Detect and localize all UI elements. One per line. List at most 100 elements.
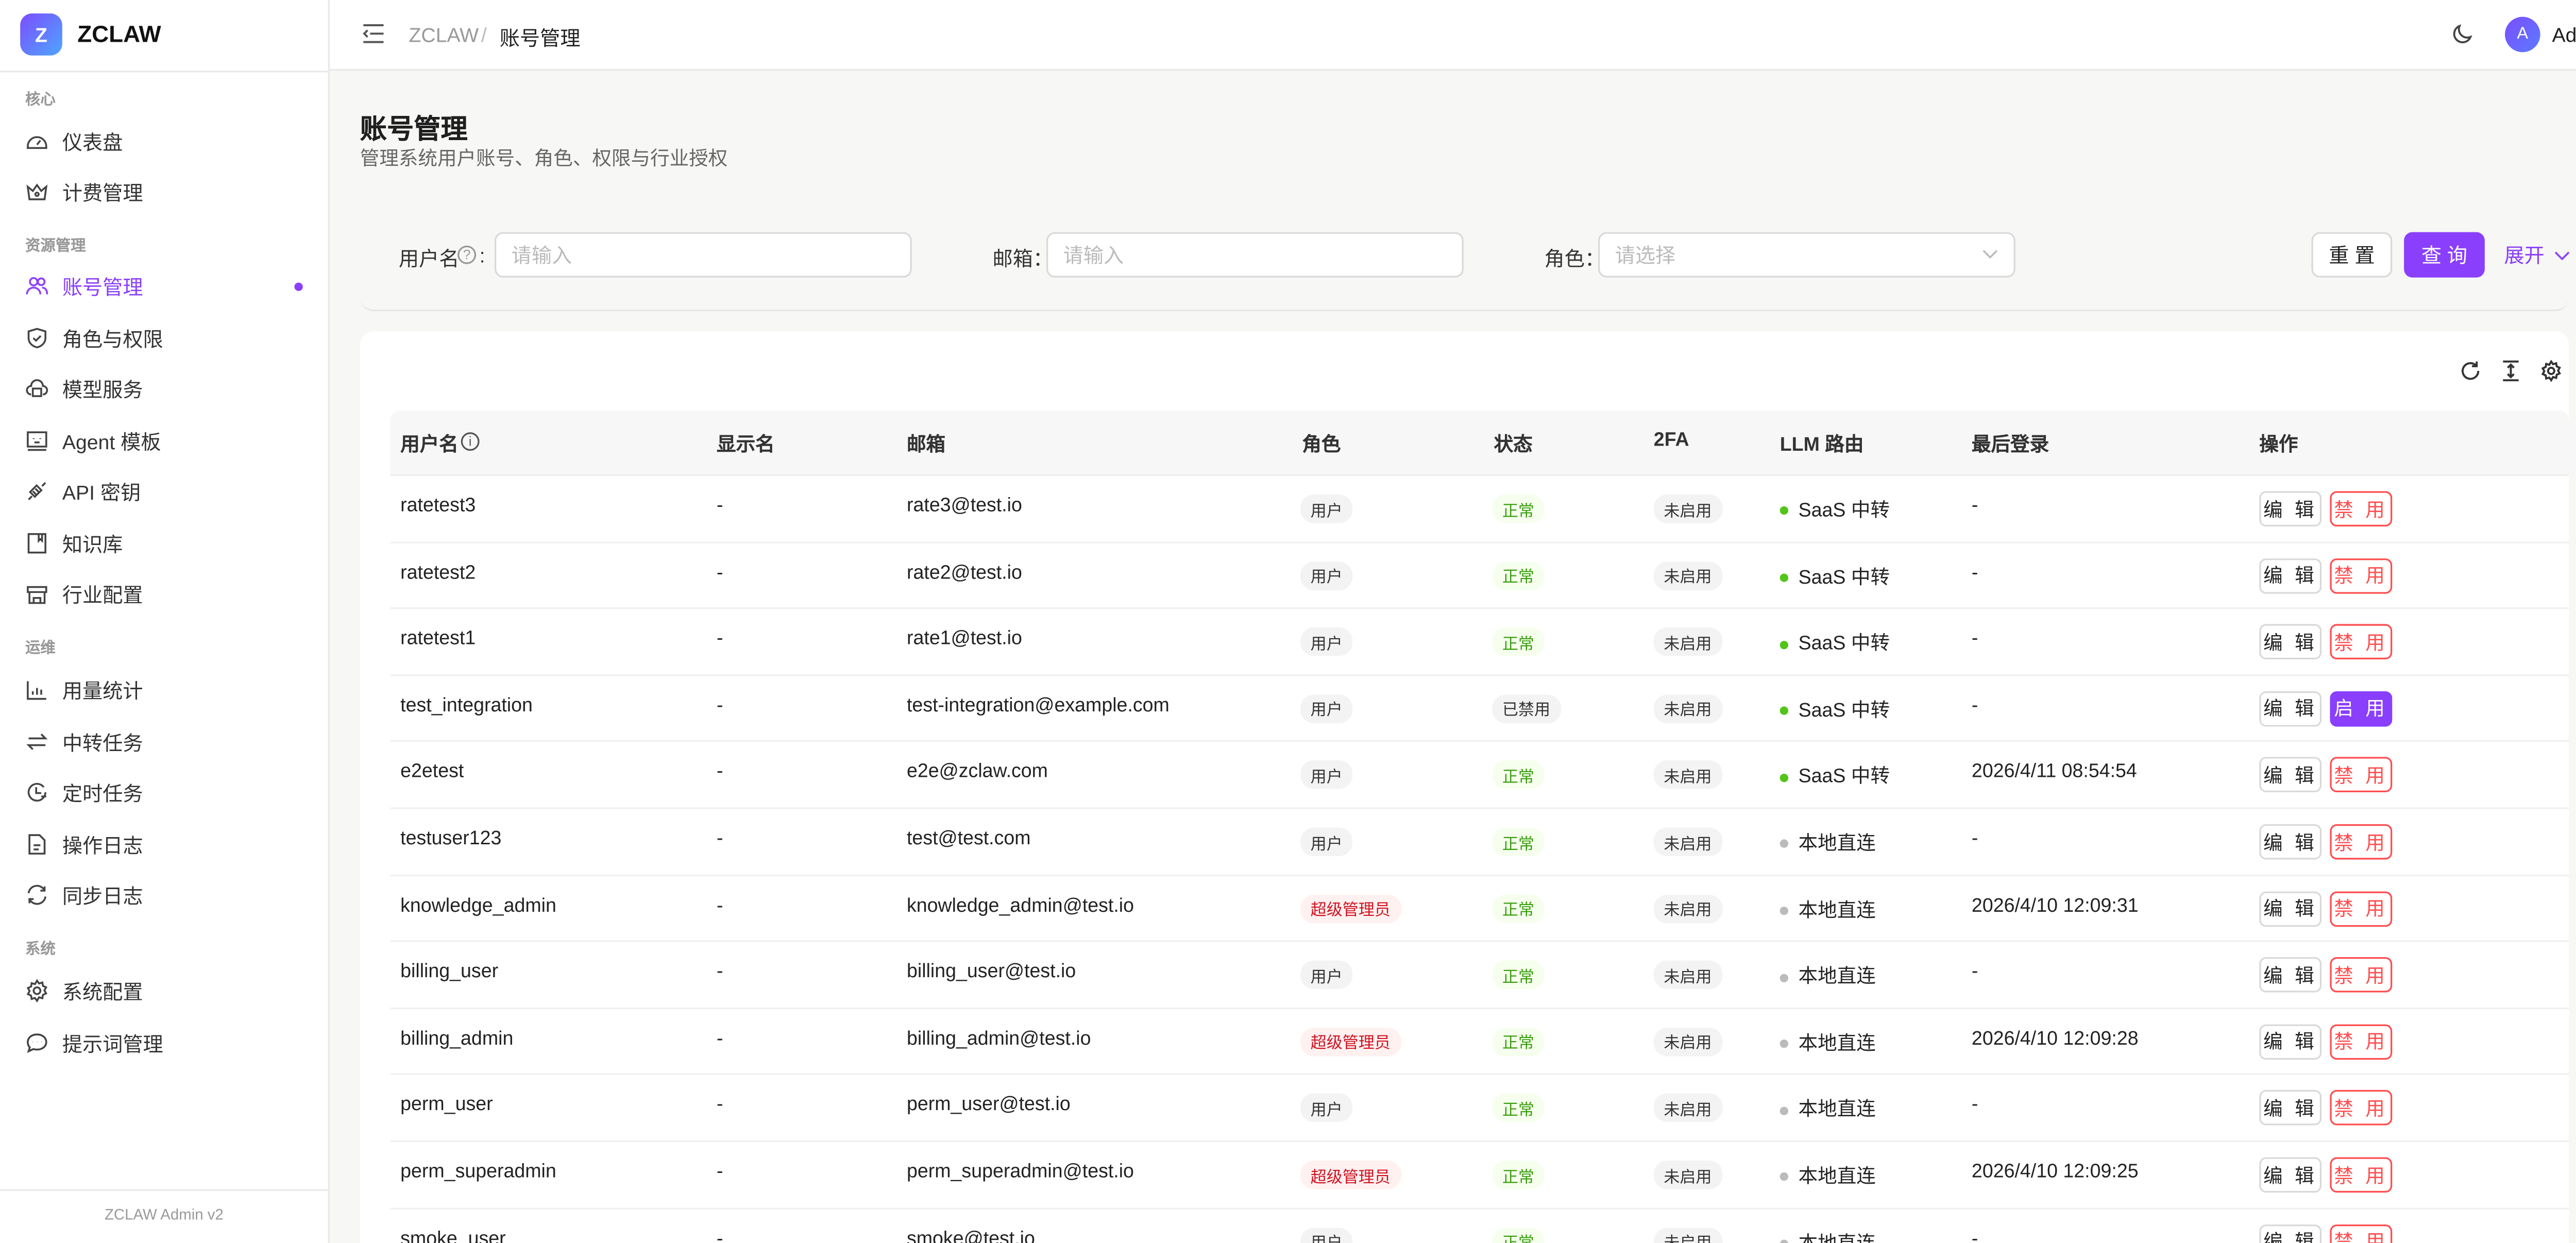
- username-cell: test_integration: [400, 696, 533, 717]
- edit-button[interactable]: 编 辑: [2259, 624, 2322, 660]
- table-row: smoke_user - smoke@test.io 用户 正常 未启用 本地直…: [391, 1208, 2569, 1243]
- refresh-icon[interactable]: [2460, 360, 2481, 382]
- email-cell: billing_user@test.io: [906, 962, 1076, 983]
- email-cell: rate3@test.io: [906, 496, 1022, 517]
- disable-button[interactable]: 禁 用: [2330, 1091, 2393, 1126]
- disable-button[interactable]: 禁 用: [2330, 824, 2393, 860]
- expand-label: 展开: [2504, 244, 2545, 268]
- last-login-cell: 2026/4/10 12:09:31: [1971, 896, 2139, 916]
- route-status-dot: [1780, 907, 1789, 915]
- sidebar-item[interactable]: 行业配置: [0, 570, 328, 617]
- density-icon[interactable]: [2500, 360, 2521, 382]
- role-badge: 用户: [1300, 827, 1353, 857]
- disable-button[interactable]: 禁 用: [2330, 1223, 2393, 1243]
- 2fa-badge: 未启用: [1653, 561, 1722, 590]
- sidebar-item[interactable]: 提示词管理: [0, 1019, 328, 1066]
- edit-button[interactable]: 编 辑: [2259, 957, 2322, 993]
- query-button[interactable]: 查 询: [2404, 232, 2485, 278]
- table-card: [360, 331, 2569, 1243]
- status-badge: 正常: [1492, 761, 1545, 790]
- table-header: [390, 410, 2569, 476]
- status-badge: 正常: [1492, 827, 1545, 857]
- collapse-menu-icon[interactable]: [362, 22, 385, 45]
- route-label: 本地直连: [1798, 967, 1876, 988]
- disable-button[interactable]: 禁 用: [2330, 491, 2393, 527]
- enable-button[interactable]: 启 用: [2330, 691, 2393, 726]
- edit-button[interactable]: 编 辑: [2259, 491, 2322, 527]
- edit-button[interactable]: 编 辑: [2259, 1091, 2322, 1126]
- last-login-cell: -: [1971, 496, 1978, 517]
- username-colon: :: [479, 244, 485, 268]
- username-input[interactable]: 请输入: [494, 232, 912, 278]
- route-label: SaaS 中转: [1798, 768, 1890, 788]
- sidebar-item[interactable]: 同步日志: [0, 871, 328, 918]
- edit-button[interactable]: 编 辑: [2259, 1223, 2322, 1243]
- clock-icon: [25, 780, 49, 804]
- email-cell: rate1@test.io: [906, 629, 1022, 650]
- disable-button[interactable]: 禁 用: [2330, 1157, 2393, 1193]
- 2fa-badge: 未启用: [1653, 694, 1722, 723]
- edit-button[interactable]: 编 辑: [2259, 1157, 2322, 1193]
- sidebar-item-label: 系统配置: [62, 980, 143, 1003]
- username-cell: perm_user: [400, 1095, 493, 1116]
- llm-route-cell: 本地直连: [1780, 1096, 1876, 1122]
- edit-button[interactable]: 编 辑: [2259, 824, 2322, 860]
- edit-button[interactable]: 编 辑: [2259, 557, 2322, 593]
- role-badge: 用户: [1300, 1094, 1353, 1123]
- edit-button[interactable]: 编 辑: [2259, 891, 2322, 926]
- sidebar-item[interactable]: 模型服务: [0, 365, 328, 412]
- disable-button[interactable]: 禁 用: [2330, 557, 2393, 593]
- sidebar-item[interactable]: 操作日志: [0, 821, 328, 867]
- settings-icon[interactable]: [2540, 360, 2562, 382]
- route-status-dot: [1780, 1239, 1789, 1243]
- last-login-cell: -: [1971, 962, 1978, 983]
- display-name-cell: -: [717, 962, 723, 983]
- disable-button[interactable]: 禁 用: [2330, 891, 2393, 926]
- role-badge: 超级管理员: [1300, 1027, 1401, 1056]
- llm-route-cell: SaaS 中转: [1780, 563, 1890, 590]
- help-icon[interactable]: ?: [457, 245, 477, 264]
- llm-route-cell: 本地直连: [1780, 896, 1876, 923]
- sidebar-item-label: API 密钥: [62, 480, 141, 504]
- sidebar-item[interactable]: 系统配置: [0, 967, 328, 1014]
- sidebar-item[interactable]: 定时任务: [0, 769, 328, 815]
- sidebar-item[interactable]: 用量统计: [0, 666, 328, 713]
- info-icon[interactable]: i: [461, 432, 480, 451]
- column-header: 最后登录: [1971, 435, 2049, 456]
- disable-button[interactable]: 禁 用: [2330, 757, 2393, 793]
- llm-route-cell: 本地直连: [1780, 1029, 1876, 1056]
- sidebar-item-label: 中转任务: [62, 730, 143, 755]
- sidebar-item[interactable]: 中转任务: [0, 718, 328, 765]
- edit-button[interactable]: 编 辑: [2259, 757, 2322, 793]
- sidebar-item[interactable]: API 密钥: [0, 468, 328, 515]
- email-input[interactable]: 请输入: [1046, 232, 1464, 278]
- last-login-cell: -: [1971, 1095, 1978, 1116]
- sidebar-item[interactable]: 仪表盘: [0, 118, 328, 165]
- moon-icon[interactable]: [2451, 22, 2475, 45]
- breadcrumb-root[interactable]: ZCLAW: [409, 23, 479, 47]
- edit-button[interactable]: 编 辑: [2259, 691, 2322, 726]
- route-label: SaaS 中转: [1798, 501, 1890, 522]
- sidebar-item[interactable]: 账号管理: [0, 262, 328, 309]
- sidebar-item[interactable]: 计费管理: [0, 168, 328, 215]
- disable-button[interactable]: 禁 用: [2330, 1024, 2393, 1060]
- reset-button[interactable]: 重 置: [2311, 232, 2393, 278]
- display-name-cell: -: [717, 896, 723, 916]
- nav-section-label: 系统: [25, 940, 56, 957]
- username-label: 用户名: [398, 247, 460, 271]
- sidebar-item-label: 操作日志: [62, 833, 143, 857]
- avatar[interactable]: A: [2505, 16, 2540, 53]
- user-name[interactable]: Admin: [2552, 23, 2576, 47]
- sidebar-item[interactable]: 角色与权限: [0, 315, 328, 362]
- disable-button[interactable]: 禁 用: [2330, 624, 2393, 660]
- edit-button[interactable]: 编 辑: [2259, 1024, 2322, 1060]
- sidebar-item[interactable]: Agent 模板: [0, 417, 328, 464]
- table-row: ratetest2 - rate2@test.io 用户 正常 未启用 SaaS…: [390, 542, 2569, 609]
- expand-button[interactable]: 展开: [2502, 232, 2572, 278]
- role-select[interactable]: 请选择: [1598, 232, 2015, 278]
- table-row: e2etest - e2e@zclaw.com 用户 正常 未启用 SaaS 中…: [390, 742, 2569, 809]
- sidebar-item[interactable]: 知识库: [0, 520, 328, 567]
- status-badge: 正常: [1492, 1227, 1545, 1243]
- disable-button[interactable]: 禁 用: [2330, 957, 2393, 993]
- sidebar-item-label: 知识库: [62, 532, 123, 556]
